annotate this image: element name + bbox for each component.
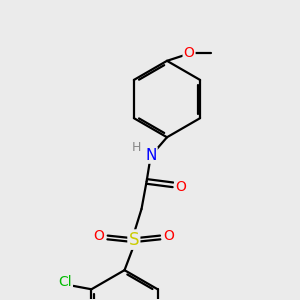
Text: H: H: [131, 141, 141, 154]
Text: S: S: [129, 231, 139, 249]
Text: N: N: [145, 148, 157, 163]
Text: O: O: [163, 229, 174, 243]
Text: Cl: Cl: [58, 275, 72, 290]
Text: O: O: [184, 46, 194, 60]
Text: O: O: [175, 179, 186, 194]
Text: O: O: [94, 229, 104, 243]
